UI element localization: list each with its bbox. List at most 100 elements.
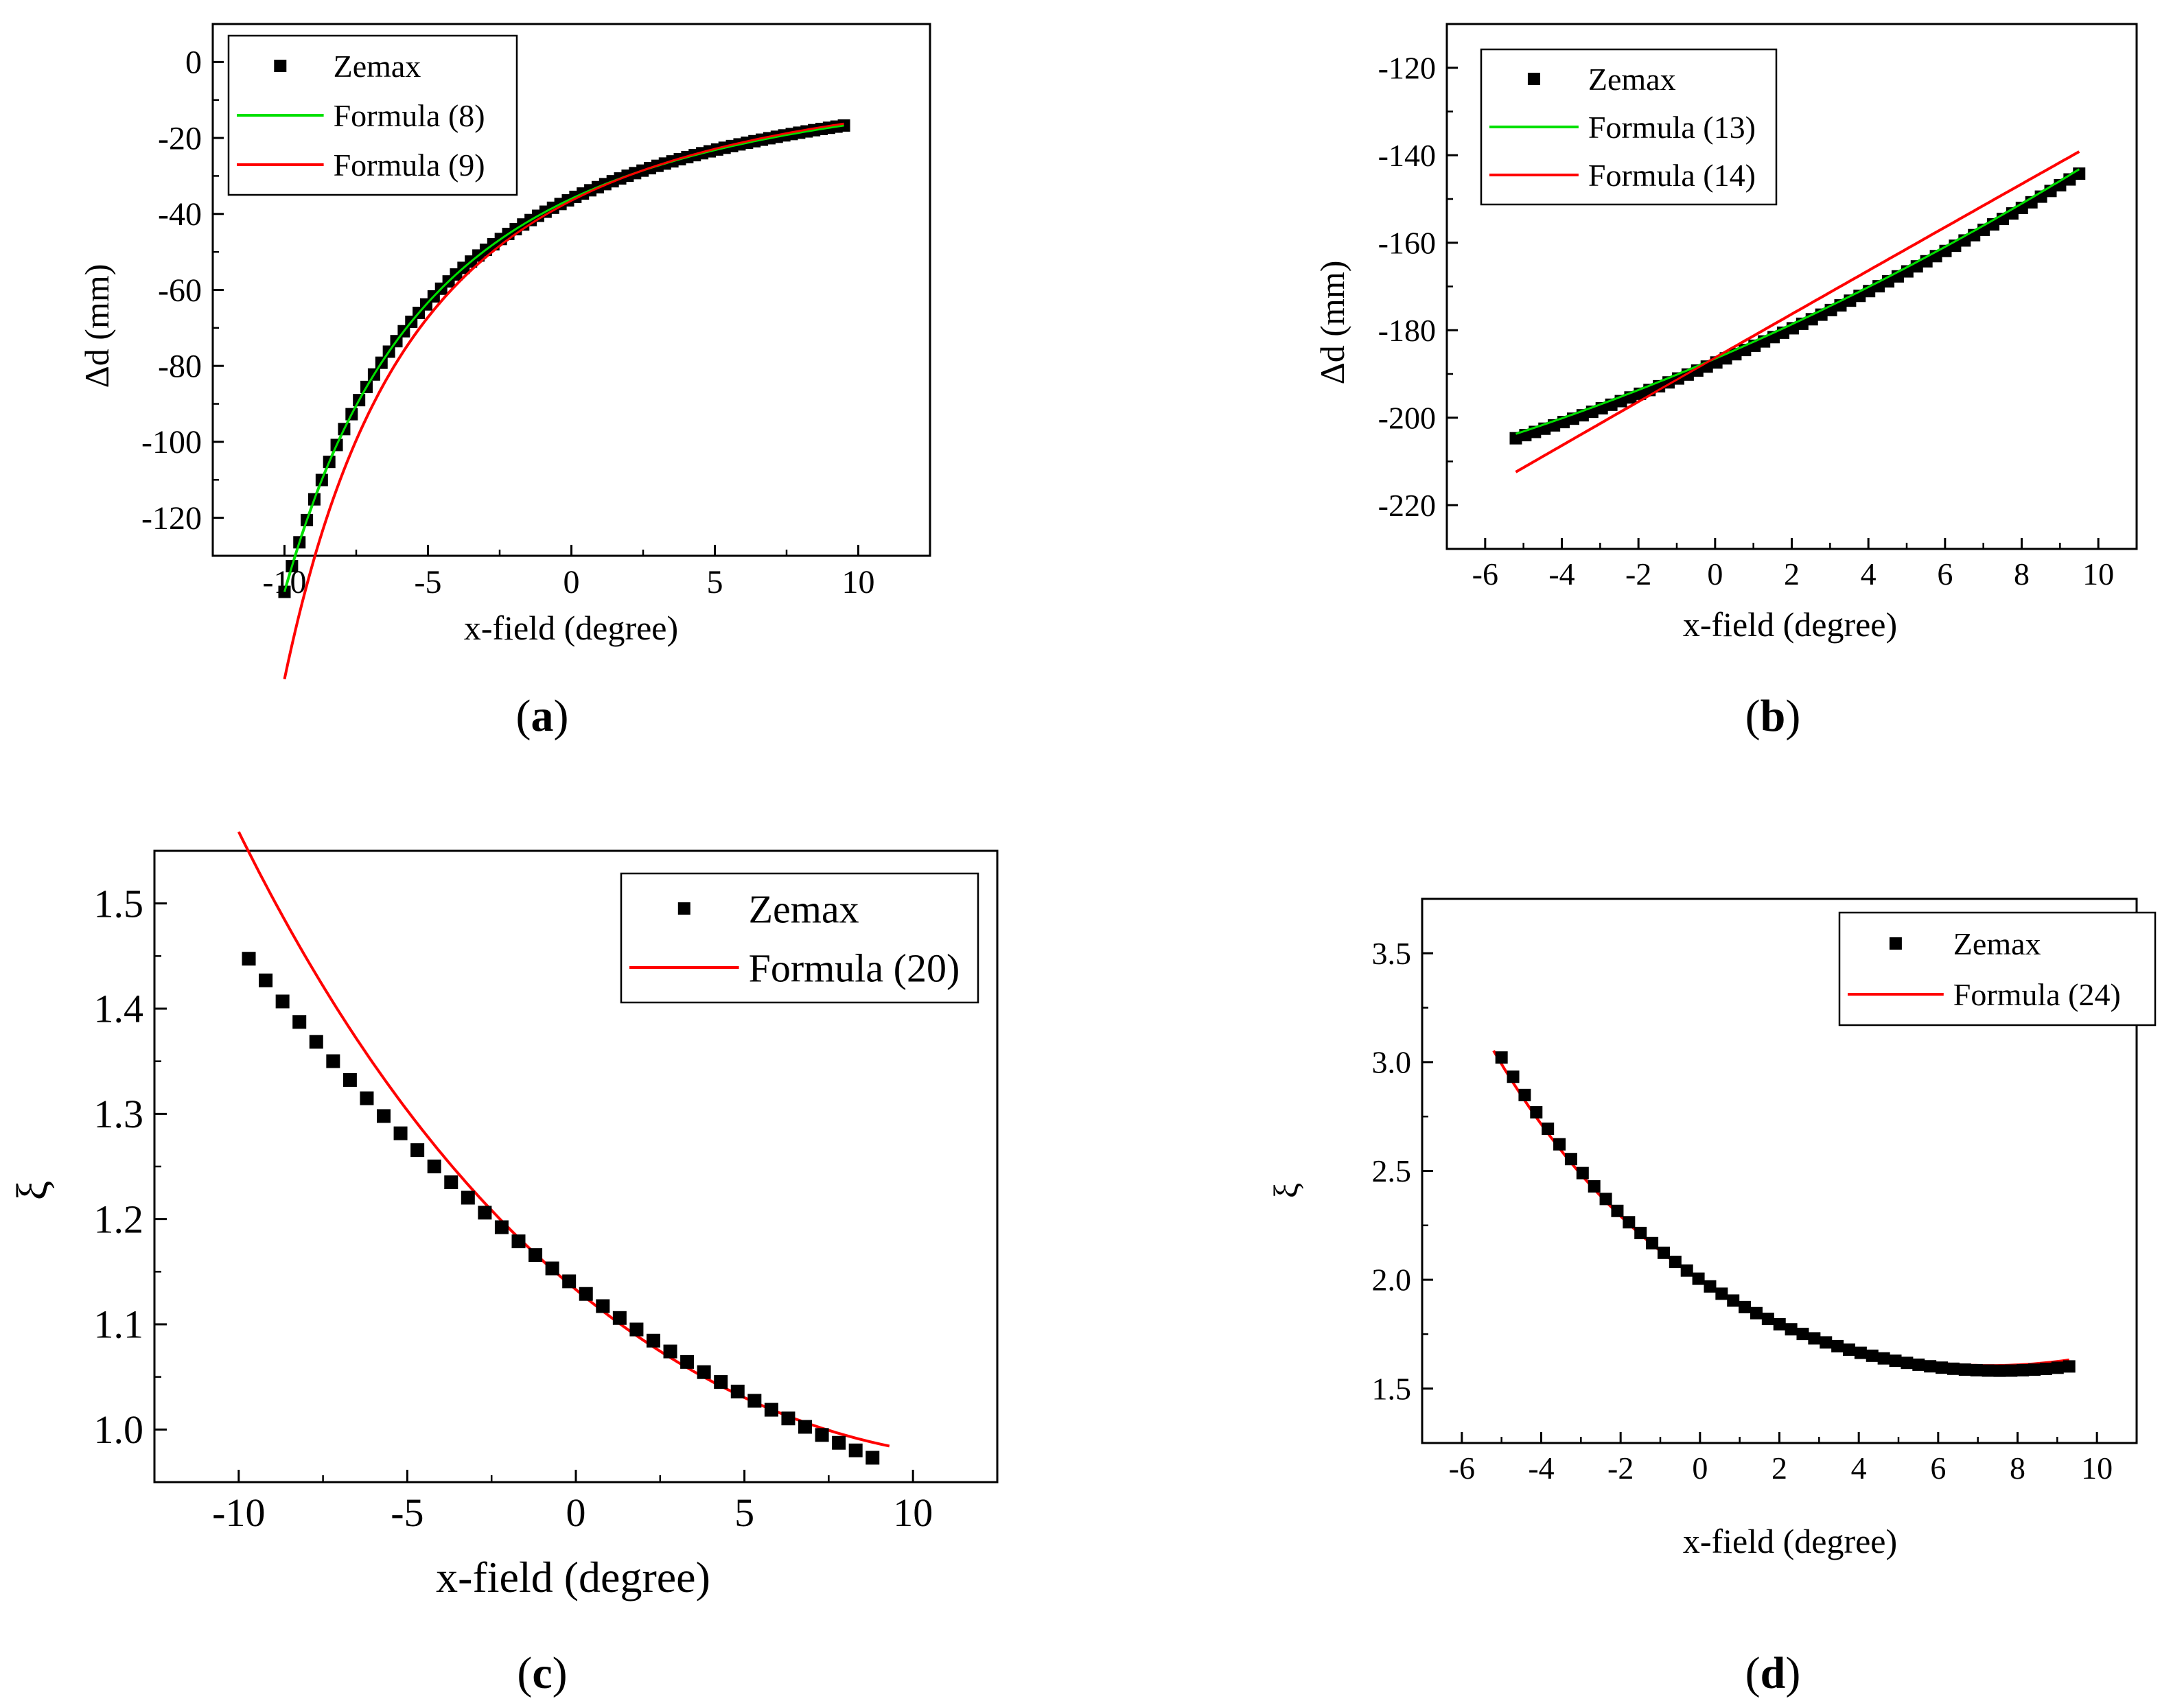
x-tick-label-d: 4 [1851, 1451, 1867, 1486]
data-point-d [2063, 1360, 2076, 1373]
data-point-d [1820, 1336, 1833, 1349]
data-point-c [410, 1143, 425, 1158]
y-tick-label-c: 1.3 [94, 1092, 144, 1136]
series-line-overlay-b-1 [1515, 168, 2080, 435]
data-point-d [1773, 1317, 1786, 1330]
data-point-c [680, 1354, 695, 1369]
series-line-b-1 [1515, 167, 2080, 436]
data-point-c [562, 1274, 577, 1289]
data-point-c [259, 973, 273, 987]
data-point-d [1785, 1323, 1798, 1336]
y-axis-label-d: ξ [1266, 1183, 1305, 1198]
data-point-d [1912, 1358, 1925, 1371]
data-point-c [832, 1435, 846, 1450]
y-tick-label-a: -80 [158, 349, 202, 385]
data-point-d [1646, 1236, 1659, 1250]
y-tick-label-a: -120 [141, 500, 202, 537]
legend-marker-c [677, 902, 690, 915]
data-point-d [1657, 1246, 1670, 1259]
panel-label-c: (c) [517, 1648, 567, 1698]
data-point-c [494, 1220, 509, 1234]
data-point-d [1715, 1287, 1728, 1300]
x-tick-label-b: -6 [1472, 556, 1498, 591]
panel-label-a-letter: a [531, 691, 554, 741]
plot-frame-a: -10 -5 0 5 100-20-40-60-80-100-120 [141, 23, 931, 680]
series-line-overlay-a-2 [283, 122, 844, 680]
chart-panel-d: -6 -4 -2 0 2 4 6 8 10 1.5 2.0 2.5 3.0 3.5 x-field (de… [1266, 898, 2157, 1560]
data-point-c [579, 1287, 593, 1301]
chart-panel-b: -6 -4 -2 0 2 4 6 8 10 -120 -140 -160 -180 -200 -220 x-… [1313, 23, 2138, 644]
y-tick-label-c: 1.0 [94, 1407, 144, 1452]
series-line-overlay-a-1 [283, 124, 844, 593]
data-point-c [360, 1091, 374, 1105]
panel-label-b: (b) [1745, 691, 1801, 741]
legend-d: Zemax Formula (24) [1838, 911, 2157, 1027]
data-point-d [1576, 1166, 1589, 1180]
data-point-c [478, 1206, 492, 1220]
data-point-d [1901, 1357, 1914, 1370]
data-point-d [1958, 1363, 1971, 1376]
y-tick-label-d: 3.0 [1372, 1045, 1412, 1080]
data-point-c [663, 1344, 677, 1359]
data-point-d [1936, 1361, 1949, 1374]
data-point-d [1739, 1300, 1752, 1313]
y-axis-label-c: ξ [8, 1181, 56, 1201]
data-point-d [1947, 1362, 1960, 1375]
x-axis-label-c: x-field (degree) [436, 1553, 710, 1602]
legend-box-c [620, 872, 979, 1004]
data-point-c [461, 1190, 475, 1205]
x-tick-label-d: 8 [2010, 1451, 2025, 1486]
y-tick-label-b: -220 [1378, 488, 1436, 523]
data-point-c [764, 1403, 778, 1417]
data-point-c [326, 1054, 340, 1068]
y-tick-label-a: 0 [185, 45, 202, 81]
data-point-c [697, 1365, 711, 1379]
data-point-d [1982, 1364, 1995, 1377]
data-point-d [2028, 1363, 2041, 1376]
chart-panel-a: -10 -5 0 5 100-20-40-60-80-100-120 x-field (… [78, 23, 931, 680]
plot-frame-b: -6 -4 -2 0 2 4 6 8 10 -120 -140 -160 -180 -200 -220 [1378, 23, 2138, 591]
legend-label-a-1: Formula (8) [334, 98, 485, 133]
data-point-d [2039, 1362, 2052, 1375]
data-point-d [1924, 1360, 1937, 1373]
data-point-d [1808, 1332, 1821, 1345]
legend-label-a-2: Formula (9) [334, 148, 485, 183]
legend-label-d-1: Formula (24) [1953, 977, 2121, 1012]
data-point-d [1704, 1280, 1717, 1293]
y-tick-label-d: 3.5 [1372, 936, 1412, 971]
data-point-c [714, 1375, 728, 1389]
legend-box-d [1838, 911, 2157, 1027]
x-tick-label-c: 10 [893, 1490, 933, 1535]
data-point-c [798, 1420, 813, 1434]
data-point-d [1970, 1363, 1983, 1376]
x-tick-label-d: -2 [1607, 1451, 1634, 1486]
data-point-c [848, 1443, 863, 1457]
x-tick-label-d: 2 [1771, 1451, 1787, 1486]
y-tick-label-a: -100 [141, 424, 202, 460]
x-tick-label-b: 4 [1861, 556, 1877, 591]
data-point-d [1889, 1354, 1902, 1368]
data-point-d [1542, 1122, 1555, 1135]
data-point-c [292, 1015, 307, 1029]
y-tick-label-b: -120 [1378, 50, 1436, 85]
data-point-b [1509, 432, 1522, 445]
series-line-overlay-b-2 [1515, 150, 2080, 473]
data-point-c [815, 1428, 829, 1442]
data-point-c [629, 1322, 644, 1337]
x-tick-label-d: -6 [1449, 1451, 1475, 1486]
data-point-d [2017, 1363, 2030, 1376]
data-point-c [730, 1385, 745, 1399]
x-tick-label-b: 6 [1937, 556, 1953, 591]
legend-label-c-0: Zemax [749, 887, 859, 931]
x-tick-label-a: 0 [564, 564, 580, 600]
y-tick-label-a: -40 [158, 196, 202, 233]
data-point-c [377, 1109, 391, 1123]
data-point-d [1495, 1051, 1508, 1064]
y-tick-label-c: 1.2 [94, 1197, 144, 1241]
data-point-c [866, 1451, 880, 1465]
data-point-c [612, 1311, 627, 1325]
legend-marker-a [274, 60, 287, 72]
x-tick-label-d: 0 [1692, 1451, 1708, 1486]
y-tick-label-c: 1.1 [94, 1302, 144, 1347]
